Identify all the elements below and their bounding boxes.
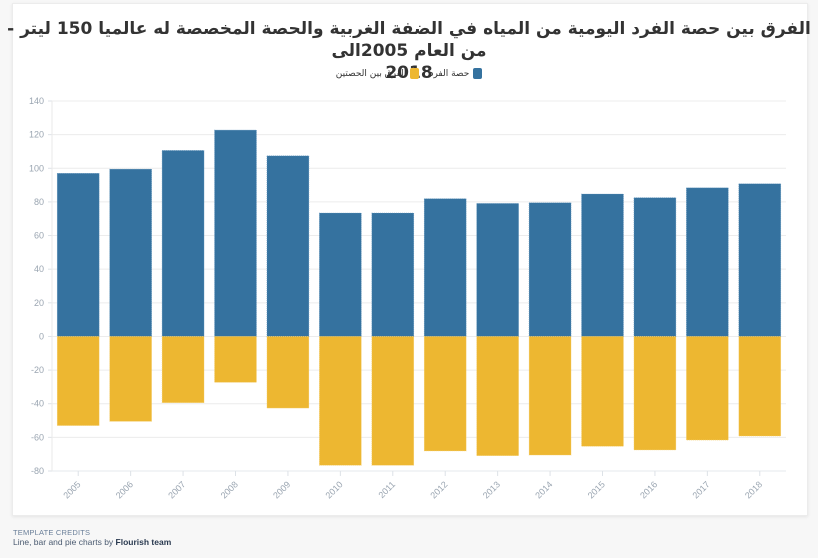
bar-per-capita-2013[interactable] [476,203,519,337]
x-tick-label: 2007 [166,479,187,500]
bar-difference-2011[interactable] [371,336,415,466]
chart-title: الفرق بين حصة الفرد اليومية من المياه في… [0,18,818,84]
x-tick-label: 2016 [638,479,659,500]
x-tick-label: 2012 [428,479,449,500]
y-tick-label: 100 [29,163,44,173]
bar-per-capita-2011[interactable] [371,212,415,337]
bar-per-capita-2009[interactable] [266,155,310,337]
x-tick-label: 2014 [533,479,554,500]
x-tick-label: 2009 [271,479,292,500]
y-tick-label: -80 [31,466,44,476]
y-tick-label: 80 [34,197,44,207]
bar-difference-2016[interactable] [633,336,677,451]
legend-item-per-capita[interactable]: حصة الفرد [429,68,483,79]
bar-difference-2008[interactable] [214,336,257,383]
bar-difference-2018[interactable] [738,336,782,437]
chart-title-line-1: الفرق بين حصة الفرد اليومية من المياه في… [7,19,811,61]
credits-heading: Template credits [13,528,91,537]
bar-difference-2013[interactable] [476,336,519,456]
legend-label-per-capita: حصة الفرد [429,68,470,79]
bar-difference-2014[interactable] [528,336,572,456]
bar-per-capita-2015[interactable] [581,193,624,337]
bars [56,129,782,466]
legend-swatch-difference [410,68,420,79]
y-tick-label: 60 [34,231,44,241]
x-tick-label: 2005 [61,479,82,500]
bar-per-capita-2006[interactable] [109,168,152,337]
x-tick-label: 2008 [219,479,240,500]
x-tick-label: 2006 [114,479,135,500]
y-tick-label: 120 [29,130,44,140]
bar-per-capita-2014[interactable] [528,202,572,337]
x-tick-label: 2018 [743,479,764,500]
x-tick-label: 2013 [481,479,502,500]
y-axis: 140 120 100 80 60 40 20 0 -20 -40 -60 -80 [29,96,53,476]
y-tick-label: 0 [39,331,44,341]
template-credits: Template credits Line, bar and pie chart… [13,528,171,547]
bar-difference-2009[interactable] [266,336,310,409]
bar-difference-2015[interactable] [581,336,624,447]
bar-per-capita-2018[interactable] [738,183,782,337]
bar-per-capita-2008[interactable] [214,129,257,337]
bar-difference-2007[interactable] [161,336,205,404]
y-tick-label: 40 [34,264,44,274]
x-tick-label: 2011 [376,479,397,500]
bar-per-capita-2007[interactable] [161,150,205,337]
chart-title-line-2: 2018 [385,63,433,83]
bar-difference-2005[interactable] [56,336,100,426]
legend-item-difference[interactable]: الفرق بين الحصتين [336,68,420,79]
bar-per-capita-2016[interactable] [633,197,677,337]
y-tick-label: -20 [31,365,44,375]
x-tick-label: 2015 [586,479,607,500]
bar-difference-2010[interactable] [319,336,362,466]
y-tick-label: -60 [31,432,44,442]
bar-per-capita-2005[interactable] [56,173,100,337]
bar-difference-2006[interactable] [109,336,152,422]
x-axis: 2005 2006 2007 2008 2009 2010 2011 2012 2013 2014… [52,470,786,501]
bar-difference-2017[interactable] [686,336,729,441]
legend: حصة الفرد الفرق بين الحصتين [0,68,818,79]
legend-label-difference: الفرق بين الحصتين [335,68,407,79]
x-tick-label: 2017 [691,479,712,500]
credits-text: Line, bar and pie charts by [13,537,116,547]
bar-per-capita-2012[interactable] [423,198,467,337]
bar-per-capita-2017[interactable] [686,187,729,337]
y-tick-label: 20 [34,298,44,308]
x-tick-label: 2010 [324,479,345,500]
bar-per-capita-2010[interactable] [319,212,362,337]
y-tick-label: 140 [29,96,44,106]
y-tick-label: -40 [31,399,44,409]
bar-difference-2012[interactable] [423,336,467,452]
credits-team-link[interactable]: Flourish team [115,537,172,547]
legend-swatch-per-capita [473,68,483,79]
